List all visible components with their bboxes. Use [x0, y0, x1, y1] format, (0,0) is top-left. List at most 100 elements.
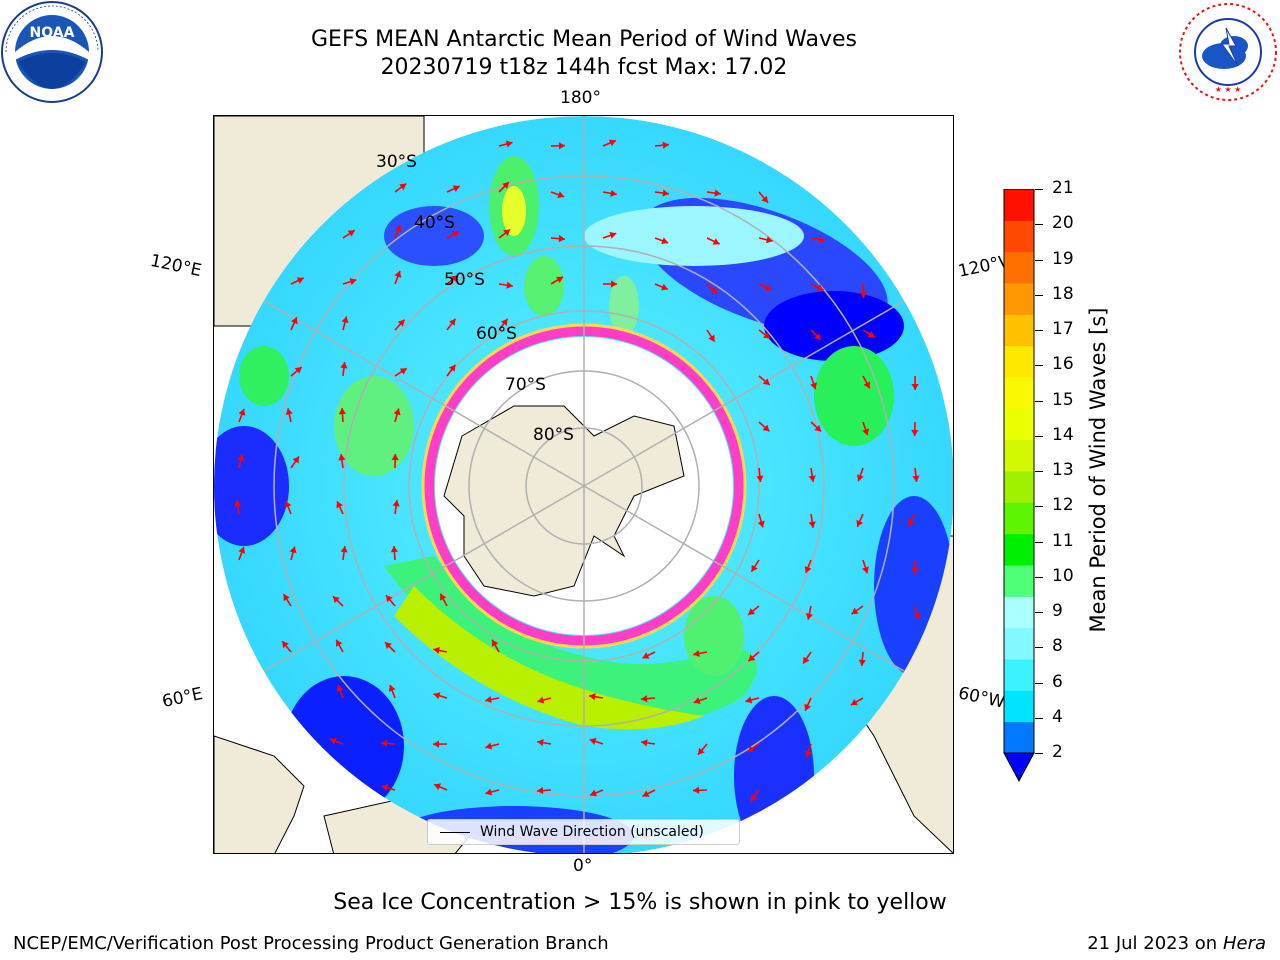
lat-label-40s: 40°S: [414, 213, 455, 233]
wave-arrow-head: [609, 231, 617, 239]
wave-arrow-head: [433, 740, 440, 748]
wave-arrow-head: [341, 316, 349, 324]
wave-arrow-head: [388, 684, 396, 692]
land-africa: [214, 735, 305, 853]
wave-arrow-head: [859, 291, 867, 298]
wave-arrow-head: [818, 236, 825, 244]
wave-arrow-head: [814, 424, 822, 432]
wave-arrow-head: [292, 456, 299, 464]
colorbar-segment: [1004, 251, 1034, 284]
wave-arrow-head: [693, 649, 700, 658]
wave-arrow-head: [381, 784, 389, 792]
wave-arrow-head: [710, 286, 718, 294]
wave-arrow-head: [338, 408, 347, 415]
wave-arrow-head: [642, 652, 650, 659]
wave-arrow-head: [751, 564, 758, 572]
wave-arrow-head: [506, 281, 513, 289]
wave-arrow-head: [911, 429, 919, 436]
colorbar-segment: [1004, 377, 1034, 409]
wave-arrow-head: [816, 284, 824, 291]
wave-arrow-head: [763, 332, 771, 339]
colorbar-segment: [1004, 471, 1034, 503]
wave-arrow-head: [285, 408, 293, 415]
colorbar-segment: [1004, 721, 1034, 754]
wave-arrow-head: [662, 189, 669, 197]
wave-arrow-head: [803, 656, 810, 664]
wave-arrow-head: [756, 475, 764, 482]
colorbar-segment: [1004, 533, 1034, 566]
wave-arrow-head: [433, 646, 440, 654]
wave-arrow-head: [856, 519, 864, 527]
wave-arrow-head: [448, 318, 456, 326]
map-panel: [213, 115, 954, 854]
wave-arrow-head: [745, 696, 753, 704]
colorbar-tick-mark: [1035, 294, 1043, 296]
wave-arrow-head: [610, 280, 617, 288]
wave-arrow-head: [451, 275, 459, 282]
wave-arrow-head: [485, 788, 493, 796]
colorbar-tick-mark: [1035, 189, 1043, 190]
wave-arrow-head: [340, 546, 348, 553]
wave-arrow-head: [757, 520, 765, 528]
wave-arrow-head: [503, 229, 511, 237]
colorbar-tick-label: 8: [1052, 636, 1063, 657]
colorbar-segment: [1004, 627, 1034, 660]
wave-arrow-head: [642, 790, 650, 797]
wave-arrow-head: [660, 283, 668, 291]
colorbar-segment: [1004, 596, 1034, 629]
lat-label-80s: 80°S: [533, 425, 574, 445]
wave-arrow-head: [761, 195, 768, 203]
lon-label-60w: 60°W: [956, 683, 1007, 713]
colorbar-tick-label: 15: [1052, 389, 1074, 410]
wave-direction-arrows: [234, 139, 921, 846]
wave-arrow-head: [911, 383, 919, 390]
colorbar-tick-label: 9: [1052, 601, 1063, 621]
wave-arrow-head: [397, 319, 405, 327]
lon-label-180: 180°: [560, 88, 601, 108]
wave-arrow-head: [557, 191, 565, 199]
colorbar-label: Mean Period of Wind Waves [s]: [1086, 307, 1110, 633]
footer-credit: NCEP/EMC/Verification Post Processing Pr…: [13, 933, 609, 954]
wave-arrow-head: [748, 608, 756, 615]
wave-arrow-head: [392, 500, 400, 507]
lat-label-60s: 60°S: [476, 324, 517, 344]
wave-arrow-head: [393, 408, 401, 416]
wave-arrow-head: [708, 334, 715, 342]
wave-arrow-head: [390, 546, 398, 553]
wave-arrow-head: [693, 697, 701, 705]
colorbar-tick-mark: [1035, 647, 1043, 649]
colorbar-tick-label: 17: [1052, 319, 1074, 339]
noaa-logo-icon: NOAA: [1, 1, 103, 103]
colorbar-tick-label: 14: [1052, 424, 1074, 445]
wave-arrow-head: [641, 739, 648, 747]
wave-arrow-head: [291, 317, 298, 325]
legend-line-icon: [440, 831, 470, 833]
wave-arrow-head: [851, 607, 859, 615]
wave-arrow-head: [805, 613, 813, 620]
lon-label-60e: 60°E: [160, 683, 205, 713]
chart-title: GEFS MEAN Antarctic Mean Period of Wind …: [311, 27, 857, 52]
wave-arrow-head: [329, 737, 337, 745]
high-period-region: [384, 556, 757, 723]
wave-arrow-head: [911, 567, 919, 574]
colorbar-tick-label: 13: [1052, 460, 1074, 480]
wave-arrow-head: [764, 284, 772, 291]
colorbar-tick-label: 4: [1052, 706, 1063, 727]
lon-label-120e: 120°E: [148, 250, 204, 282]
wave-arrow-head: [335, 639, 343, 647]
wave-arrow-head: [762, 378, 770, 385]
wave-arrow-head: [284, 500, 292, 508]
wave-arrow-head: [863, 381, 870, 389]
lat-label-50s: 50°S: [444, 270, 485, 290]
wave-arrow-head: [434, 783, 442, 791]
wave-arrow-head: [867, 331, 875, 338]
wave-arrow-head: [808, 475, 816, 482]
colorbar-tick-mark: [1035, 259, 1043, 261]
wave-arrow-head: [590, 789, 597, 797]
colorbar-tick-mark: [1035, 506, 1043, 508]
map-legend: Wind Wave Direction (unscaled): [427, 819, 740, 845]
wave-arrow-head: [433, 692, 441, 700]
wave-arrow-head: [641, 695, 648, 703]
colorbar-segment: [1004, 502, 1034, 535]
wave-arrow-head: [501, 318, 508, 326]
